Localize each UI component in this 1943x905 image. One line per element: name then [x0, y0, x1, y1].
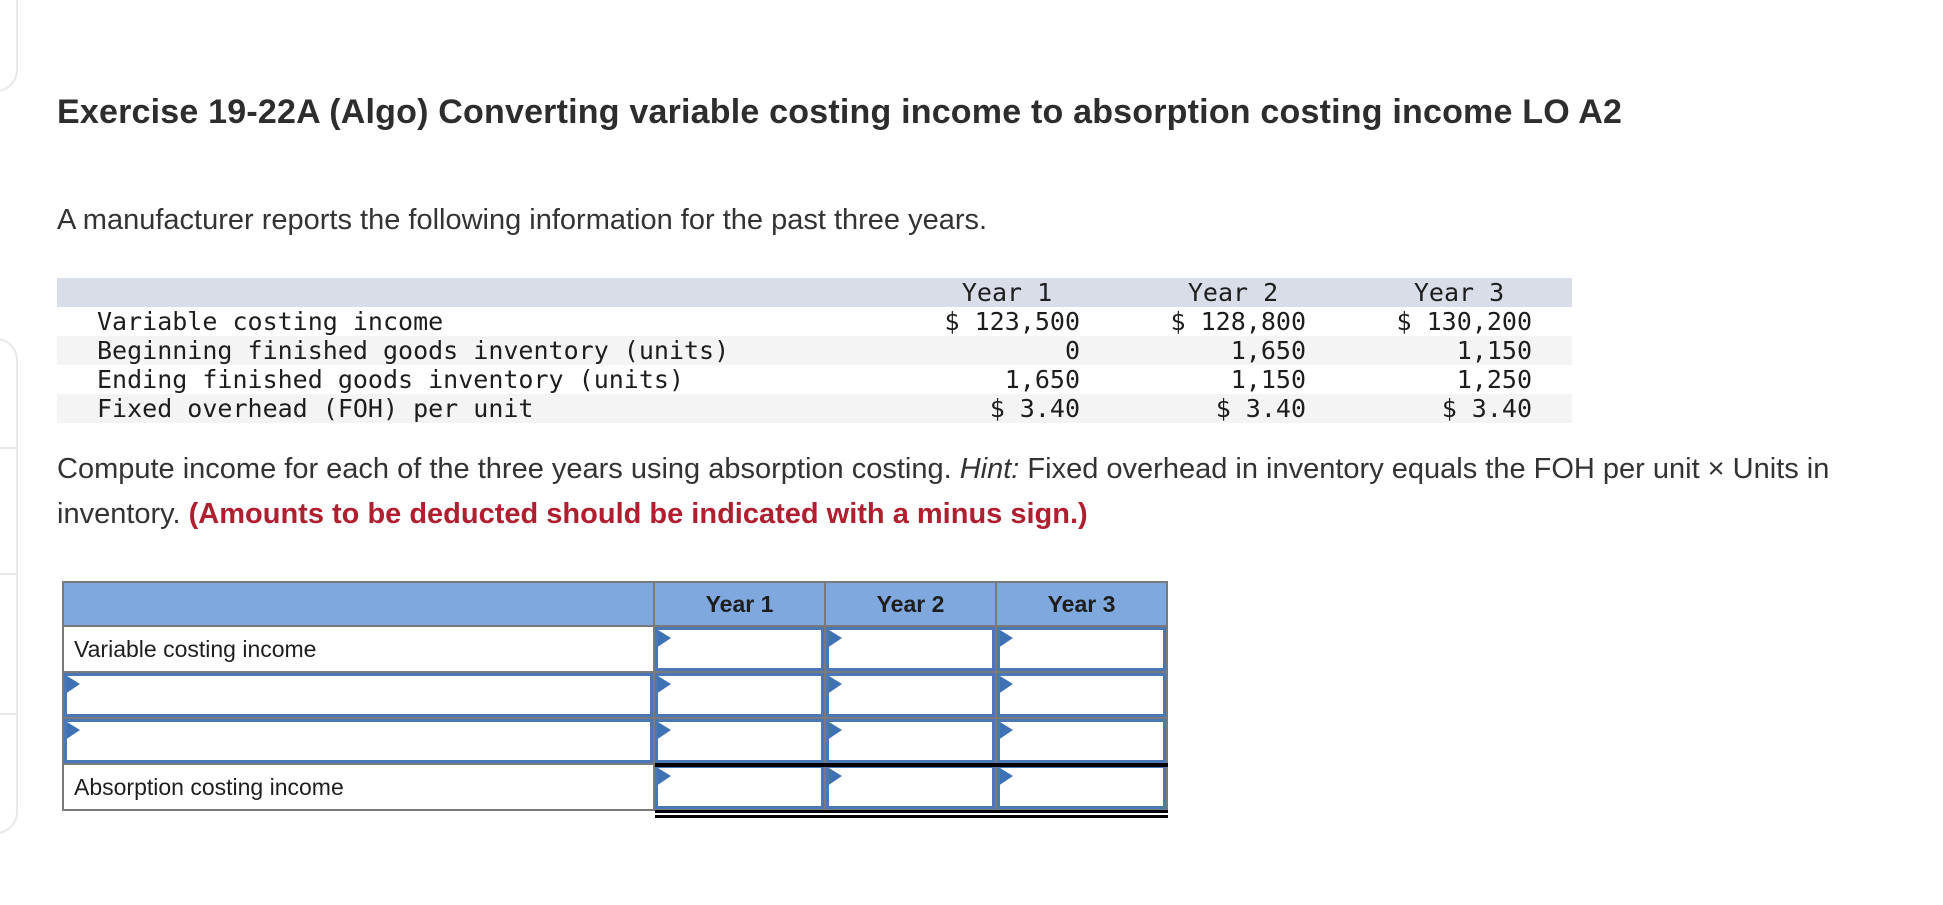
row-value: $ 3.40	[1441, 394, 1532, 423]
input-field[interactable]	[64, 673, 653, 717]
answer-input-cell-r1-year2[interactable]	[826, 627, 995, 671]
left-card-separator	[0, 713, 16, 715]
answer-input-cell-r1-year3[interactable]	[997, 627, 1166, 671]
table-row: Ending finished goods inventory (units) …	[57, 365, 1572, 394]
double-underline	[655, 810, 1168, 818]
answer-input-cell-r1-year1[interactable]	[655, 627, 824, 671]
given-col-header-year2: Year 2	[1187, 278, 1279, 307]
answer-input-cell-r2-year1[interactable]	[655, 673, 824, 717]
input-field[interactable]	[655, 673, 824, 717]
answer-label-input-r3[interactable]	[64, 719, 653, 763]
row-value: 1,150	[1230, 365, 1306, 394]
table-row: Fixed overhead (FOH) per unit $ 3.40 $ 3…	[57, 394, 1572, 423]
row-value: 1,650	[1230, 336, 1306, 365]
input-field[interactable]	[655, 719, 824, 763]
row-label: Fixed overhead (FOH) per unit	[97, 394, 534, 423]
answer-table: Year 1 Year 2 Year 3 Variable costing in…	[62, 581, 1168, 818]
left-card-edge-top	[0, 0, 18, 92]
answer-col-header-year1: Year 1	[655, 583, 824, 625]
instructions-part2: Fixed overhead in inventory equals the F…	[57, 453, 1830, 530]
answer-table-corner	[64, 583, 653, 625]
answer-input-cell-r3-year1[interactable]	[655, 719, 824, 763]
given-table-header-row: Year 1 Year 2 Year 3	[57, 278, 1572, 307]
row-value: $ 3.40	[989, 394, 1080, 423]
input-field[interactable]	[826, 673, 995, 717]
answer-input-cell-r2-year2[interactable]	[826, 673, 995, 717]
row-label: Beginning finished goods inventory (unit…	[97, 336, 730, 365]
answer-row-label: Variable costing income	[64, 627, 653, 671]
input-field[interactable]	[826, 719, 995, 763]
input-field[interactable]	[997, 765, 1166, 809]
input-field[interactable]	[997, 719, 1166, 763]
answer-input-cell-r4-year2[interactable]	[826, 765, 995, 809]
input-field[interactable]	[655, 627, 824, 671]
given-col-header-year3: Year 3	[1413, 278, 1505, 307]
answer-input-cell-r3-year3[interactable]	[997, 719, 1166, 763]
row-value: $ 128,800	[1170, 307, 1306, 336]
given-table-corner	[57, 278, 894, 307]
table-row: Beginning finished goods inventory (unit…	[57, 336, 1572, 365]
hint-label: Hint:	[959, 453, 1020, 485]
left-card-separator	[0, 573, 16, 575]
row-value: 0	[1064, 336, 1080, 365]
given-data-table: Year 1 Year 2 Year 3 Variable costing in…	[57, 278, 1572, 423]
page-title: Exercise 19-22A (Algo) Converting variab…	[57, 93, 1623, 131]
row-value: $ 123,500	[944, 307, 1080, 336]
row-value: $ 3.40	[1215, 394, 1306, 423]
answer-row-label: Absorption costing income	[64, 765, 653, 809]
row-value: 1,250	[1456, 365, 1532, 394]
given-col-header-year1: Year 1	[961, 278, 1053, 307]
row-label: Ending finished goods inventory (units)	[97, 365, 684, 394]
instructions-part1: Compute income for each of the three yea…	[57, 453, 960, 485]
table-row: Variable costing income $ 123,500 $ 128,…	[57, 307, 1572, 336]
answer-input-cell-r4-year1[interactable]	[655, 765, 824, 809]
answer-col-header-year3: Year 3	[997, 583, 1166, 625]
row-value: 1,150	[1456, 336, 1532, 365]
input-field[interactable]	[826, 765, 995, 809]
intro-text: A manufacturer reports the following inf…	[57, 204, 988, 236]
input-field[interactable]	[826, 627, 995, 671]
input-field[interactable]	[997, 673, 1166, 717]
deduction-note: (Amounts to be deducted should be indica…	[188, 498, 1088, 530]
answer-input-cell-r2-year3[interactable]	[997, 673, 1166, 717]
instructions-text: Compute income for each of the three yea…	[57, 447, 1937, 537]
input-field[interactable]	[655, 765, 824, 809]
answer-label-input-r2[interactable]	[64, 673, 653, 717]
row-label: Variable costing income	[97, 307, 444, 336]
answer-input-cell-r4-year3[interactable]	[997, 765, 1166, 809]
total-rule-line	[655, 763, 1168, 767]
input-field[interactable]	[997, 627, 1166, 671]
input-field[interactable]	[64, 719, 653, 763]
left-card-edge-stack	[0, 338, 18, 834]
answer-input-cell-r3-year2[interactable]	[826, 719, 995, 763]
row-value: 1,650	[1004, 365, 1080, 394]
left-card-separator	[0, 447, 16, 449]
answer-col-header-year2: Year 2	[826, 583, 995, 625]
row-value: $ 130,200	[1396, 307, 1532, 336]
